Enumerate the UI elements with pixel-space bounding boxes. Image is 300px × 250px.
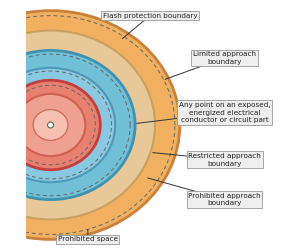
Ellipse shape	[0, 68, 115, 182]
Text: Restricted approach
boundary: Restricted approach boundary	[188, 153, 261, 166]
Text: Limited approach
boundary: Limited approach boundary	[193, 51, 256, 64]
Ellipse shape	[0, 50, 135, 200]
Text: Flash protection boundary: Flash protection boundary	[103, 12, 197, 18]
Text: Any point on an exposed,
energized electrical
conductor or circuit part: Any point on an exposed, energized elect…	[179, 102, 270, 123]
Ellipse shape	[33, 110, 68, 140]
Text: Prohibited approach
boundary: Prohibited approach boundary	[188, 193, 261, 206]
Ellipse shape	[0, 11, 180, 239]
Circle shape	[48, 122, 53, 128]
Text: Prohibited space: Prohibited space	[58, 236, 118, 242]
Ellipse shape	[16, 94, 86, 156]
Ellipse shape	[1, 80, 100, 170]
Ellipse shape	[0, 30, 155, 220]
